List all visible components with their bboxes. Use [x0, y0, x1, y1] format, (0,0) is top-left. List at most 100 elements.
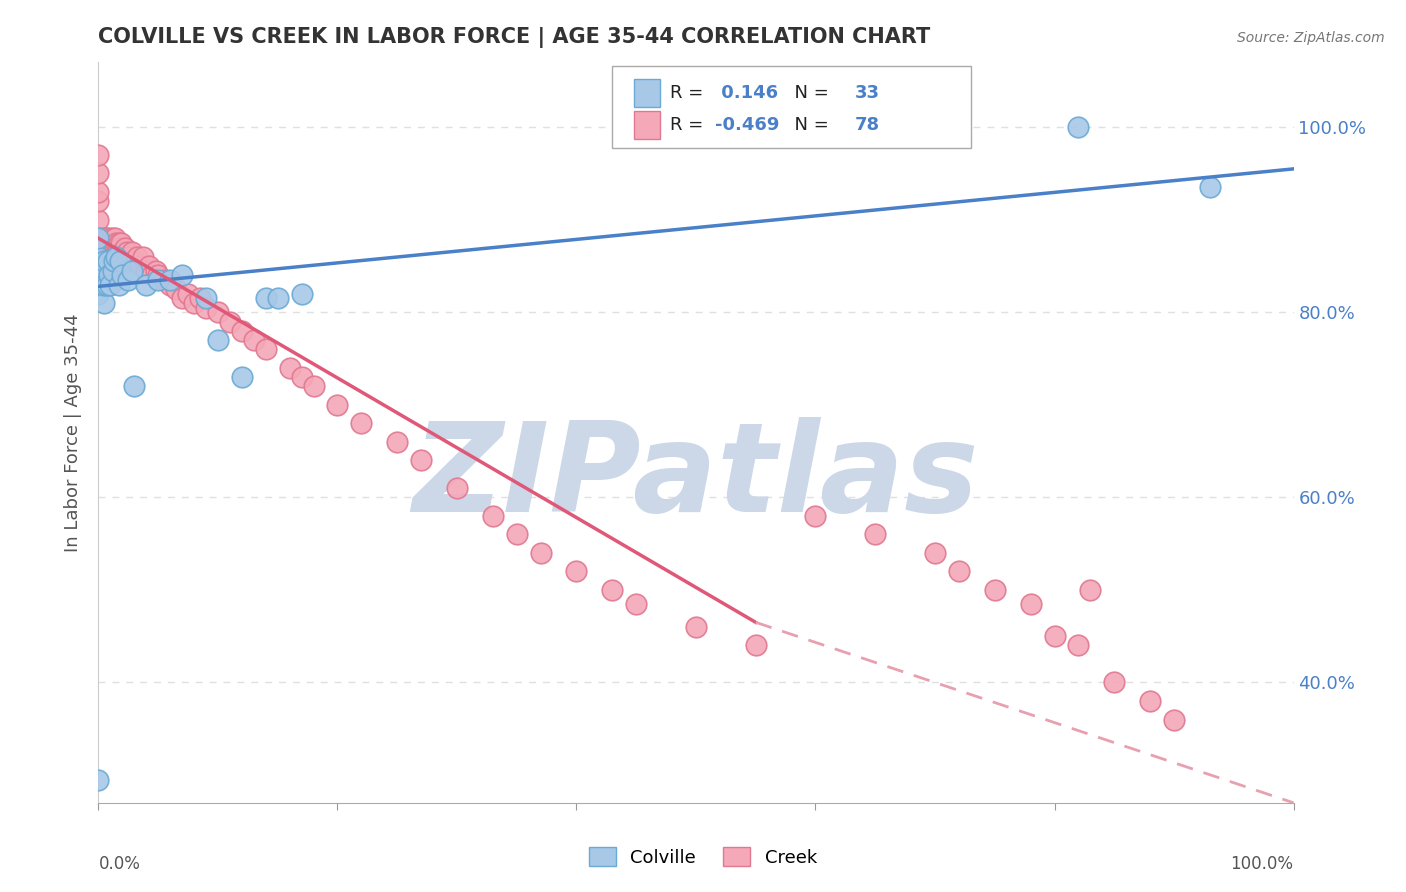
Point — [411, 453, 433, 467]
Point — [103, 235, 125, 250]
Legend: Colville, Creek: Colville, Creek — [582, 840, 824, 874]
Point — [117, 273, 139, 287]
Point — [231, 370, 253, 384]
Point — [231, 324, 253, 338]
Point — [948, 565, 970, 579]
Point — [685, 620, 707, 634]
Point — [385, 434, 409, 449]
Point — [104, 231, 127, 245]
Point — [101, 263, 124, 277]
Point — [254, 292, 277, 306]
Point — [125, 250, 148, 264]
Point — [1067, 120, 1090, 135]
Point — [87, 250, 110, 264]
Point — [107, 240, 129, 255]
Point — [115, 245, 138, 260]
Point — [1080, 582, 1102, 597]
Point — [121, 245, 143, 260]
Point — [93, 277, 115, 292]
Point — [291, 370, 314, 384]
Point — [111, 245, 134, 260]
Point — [118, 250, 141, 264]
Point — [183, 296, 205, 310]
Point — [195, 301, 218, 315]
Point — [96, 235, 118, 250]
Point — [111, 268, 134, 283]
Point — [135, 277, 157, 292]
Point — [159, 273, 181, 287]
Point — [172, 292, 194, 306]
Point — [159, 277, 181, 292]
Point — [207, 333, 229, 347]
Text: N =: N = — [783, 84, 835, 102]
Point — [98, 268, 121, 283]
Point — [135, 263, 157, 277]
Point — [141, 268, 163, 283]
Point — [105, 250, 128, 264]
Point — [865, 527, 887, 541]
Point — [153, 273, 176, 287]
Point — [96, 277, 118, 292]
Point — [91, 231, 114, 245]
Point — [1104, 675, 1126, 690]
Point — [93, 235, 115, 250]
Point — [98, 240, 121, 255]
Point — [103, 254, 125, 268]
Point — [87, 268, 110, 283]
Point — [108, 254, 131, 268]
Point — [87, 148, 110, 162]
Point — [924, 546, 946, 560]
Point — [1199, 180, 1222, 194]
Point — [278, 360, 301, 375]
Point — [110, 235, 132, 250]
Point — [87, 772, 110, 787]
Point — [108, 240, 131, 255]
Text: 33: 33 — [855, 84, 880, 102]
Point — [267, 292, 290, 306]
Point — [984, 582, 1007, 597]
Point — [291, 286, 314, 301]
Point — [131, 250, 153, 264]
Point — [207, 305, 229, 319]
Point — [129, 259, 152, 273]
Point — [188, 292, 211, 306]
Point — [165, 282, 187, 296]
Point — [1139, 694, 1161, 708]
FancyBboxPatch shape — [634, 78, 661, 107]
Point — [87, 166, 110, 180]
Point — [124, 254, 146, 268]
Point — [98, 235, 122, 250]
Point — [626, 597, 648, 611]
Point — [350, 417, 373, 431]
Point — [100, 231, 122, 245]
Point — [105, 235, 128, 250]
FancyBboxPatch shape — [613, 66, 972, 147]
Point — [87, 212, 110, 227]
Point — [124, 379, 146, 393]
Text: COLVILLE VS CREEK IN LABOR FORCE | AGE 35-44 CORRELATION CHART: COLVILLE VS CREEK IN LABOR FORCE | AGE 3… — [98, 27, 931, 48]
Point — [1019, 597, 1042, 611]
Point — [87, 286, 110, 301]
Point — [1043, 629, 1066, 643]
Point — [101, 240, 124, 255]
Text: R =: R = — [669, 84, 709, 102]
Text: 100.0%: 100.0% — [1230, 855, 1294, 872]
Text: Source: ZipAtlas.com: Source: ZipAtlas.com — [1237, 31, 1385, 45]
Text: ZIPatlas: ZIPatlas — [413, 417, 979, 538]
Point — [172, 268, 194, 283]
Point — [87, 194, 110, 209]
Text: -0.469: -0.469 — [716, 116, 779, 134]
Point — [107, 277, 129, 292]
Point — [93, 296, 115, 310]
Text: 0.0%: 0.0% — [98, 855, 141, 872]
Point — [145, 263, 167, 277]
Point — [326, 398, 349, 412]
Point — [121, 263, 143, 277]
Point — [93, 254, 115, 268]
Point — [94, 231, 117, 245]
Point — [254, 343, 277, 357]
Point — [804, 508, 827, 523]
Text: 78: 78 — [855, 116, 880, 134]
Point — [195, 292, 218, 306]
Point — [243, 333, 266, 347]
